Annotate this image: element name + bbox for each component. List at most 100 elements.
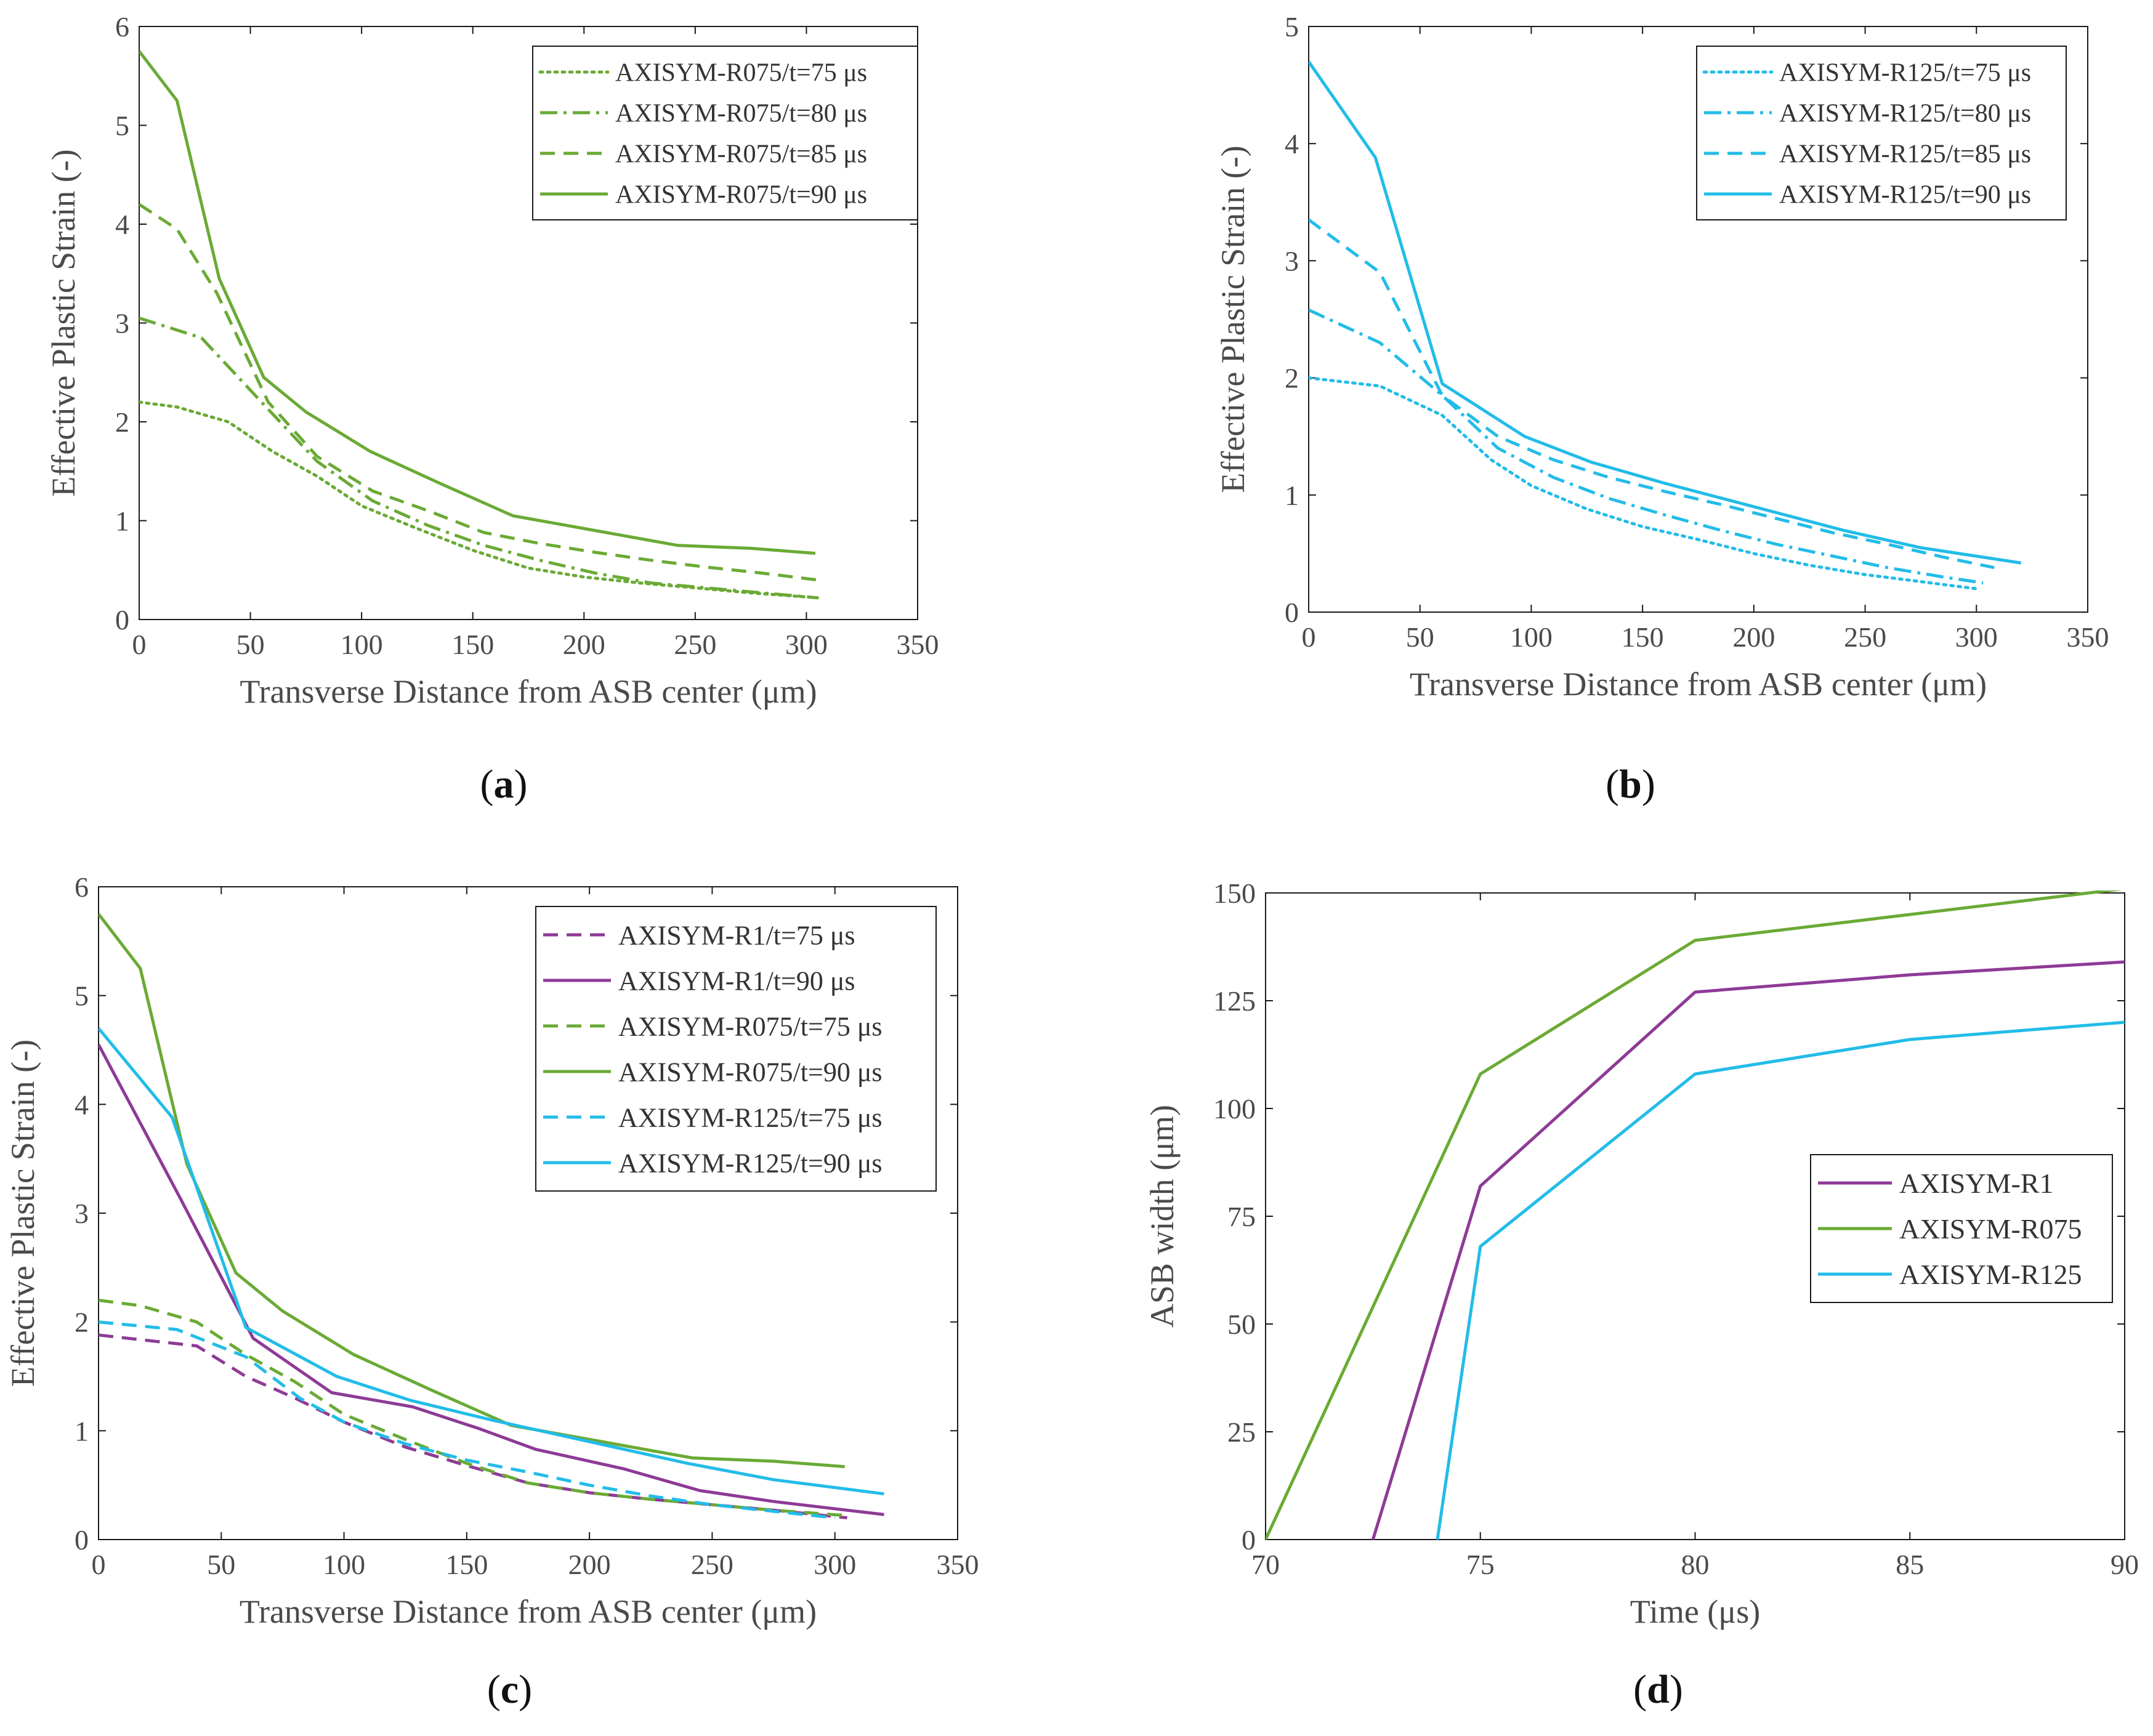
legend-box [532,46,918,220]
legend-label: AXISYM-R1/t=90 μs [618,966,855,996]
y-axis-label: Effective Plastic Strain (-) [45,149,82,496]
caption-letter: b [1619,762,1642,807]
legend-label: AXISYM-R125/t=80 μs [1779,100,2031,128]
series-group [1309,60,2021,591]
y-tick-label: 50 [1227,1309,1256,1340]
legend-label: AXISYM-R075/t=75 μs [618,1011,883,1041]
x-tick-label: 200 [563,629,605,660]
series-line-d-1 [1266,890,2122,1541]
legend-label: AXISYM-R075/t=85 μs [615,140,867,169]
legend-box [1696,46,2067,220]
x-tick-label: 150 [451,629,494,660]
legend-label: AXISYM-R125 [1899,1259,2082,1290]
y-tick-label: 75 [1227,1201,1256,1232]
y-tick-label: 2 [115,406,129,438]
y-tick-label: 3 [115,308,129,339]
y-tick-label: 3 [1285,245,1299,277]
x-tick-label: 100 [1510,621,1553,653]
x-tick-label: 0 [132,629,147,660]
series-line-c-5 [99,1027,884,1496]
series-line-a-1 [139,317,818,600]
plot-frame [1308,26,2088,613]
x-axis-label: Transverse Distance from ASB center (μm) [240,1593,817,1630]
y-tick-label: 100 [1213,1093,1256,1124]
x-tick-label: 250 [691,1549,733,1580]
x-tick-label: 0 [92,1549,106,1580]
y-axis-label: Effective Plastic Strain (-) [1214,145,1251,493]
series-line-a-2 [139,203,818,582]
y-tick-label: 6 [75,871,89,903]
series-line-a-3 [139,50,816,555]
x-tick-label: 250 [674,629,716,660]
caption-letter: a [494,762,514,807]
series-line-b-2 [1309,218,1995,570]
y-tick-label: 4 [115,209,129,240]
x-tick-label: 80 [1681,1549,1710,1580]
legend-label: AXISYM-R1 [1899,1168,2053,1199]
legend: AXISYM-R075/t=75 μs AXISYM-R075/t=80 μs AX… [532,46,918,220]
legend-label: AXISYM-R1/t=75 μs [618,920,855,950]
y-tick-label: 125 [1213,985,1256,1017]
legend-box [535,906,937,1192]
x-tick-label: 300 [814,1549,856,1580]
legend-label: AXISYM-R125/t=75 μs [1779,59,2031,87]
legend-label: AXISYM-R075/t=90 μs [615,181,867,209]
y-tick-label: 1 [75,1415,89,1447]
y-tick-label: 0 [1285,597,1299,628]
y-tick-label: 1 [1285,480,1299,511]
x-tick-label: 90 [2111,1549,2139,1580]
x-tick-label: 350 [897,629,939,660]
y-tick-label: 6 [115,11,129,42]
x-tick-label: 250 [1844,621,1886,653]
x-tick-label: 150 [445,1549,488,1580]
y-tick-label: 0 [115,604,129,636]
caption-letter: d [1647,1667,1670,1712]
y-tick-label: 5 [75,980,89,1012]
legend: AXISYM-R1/t=75 μs AXISYM-R1/t=90 μs AXISYM… [535,906,937,1192]
series-group [139,50,819,600]
y-axis-label: ASB width (μm) [1144,1105,1181,1328]
legend: AXISYM-R125/t=75 μs AXISYM-R125/t=80 μs AX… [1696,46,2067,220]
caption: (a) [480,762,528,807]
y-tick-label: 4 [1285,128,1299,159]
y-tick-label: 3 [75,1198,89,1229]
caption-letter: c [501,1667,519,1712]
y-tick-label: 25 [1227,1416,1256,1448]
x-tick-label: 300 [785,629,828,660]
legend-label: AXISYM-R075/t=90 μs [618,1057,883,1087]
legend-label: AXISYM-R125/t=85 μs [1779,140,2031,169]
legend-label: AXISYM-R075 [1899,1213,2082,1245]
x-tick-label: 350 [937,1549,979,1580]
y-tick-label: 5 [1285,11,1299,42]
series-group [1266,890,2125,1541]
chart-c: 0 50 100 150 200 250 300 350 0 1 2 3 4 5 6 Transverse D… [4,871,979,1712]
x-tick-label: 50 [207,1549,235,1580]
x-axis-label: Transverse Distance from ASB center (μm) [240,673,817,710]
y-tick-label: 2 [1285,363,1299,394]
series-line-d-0 [1371,960,2125,1540]
series-group [99,913,884,1520]
x-tick-label: 200 [1732,621,1775,653]
x-axis-label: Time (μs) [1630,1593,1761,1630]
series-line-d-2 [1436,1020,2125,1540]
series-line-b-3 [1309,60,2021,565]
x-tick-label: 50 [236,629,265,660]
y-tick-label: 4 [75,1089,89,1120]
x-tick-label: 0 [1302,621,1316,653]
y-tick-label: 2 [75,1307,89,1338]
series-line-c-4 [99,1320,835,1520]
series-line-b-1 [1309,309,1984,584]
caption: (b) [1606,762,1655,807]
chart-b: 0 50 100 150 200 250 300 350 0 1 2 3 4 5 Transverse Di… [1214,11,2109,807]
series-line-c-3 [99,913,845,1469]
x-tick-label: 70 [1251,1549,1280,1580]
y-axis-label: Effective Plastic Strain (-) [4,1040,41,1387]
x-axis-label: Transverse Distance from ASB center (μm) [1410,666,1987,703]
x-tick-label: 150 [1622,621,1664,653]
legend-label: AXISYM-R125/t=90 μs [618,1148,883,1178]
x-tick-label: 200 [568,1549,611,1580]
legend-label: AXISYM-R075/t=75 μs [615,59,867,87]
y-tick-label: 0 [75,1524,89,1556]
x-tick-label: 85 [1896,1549,1924,1580]
